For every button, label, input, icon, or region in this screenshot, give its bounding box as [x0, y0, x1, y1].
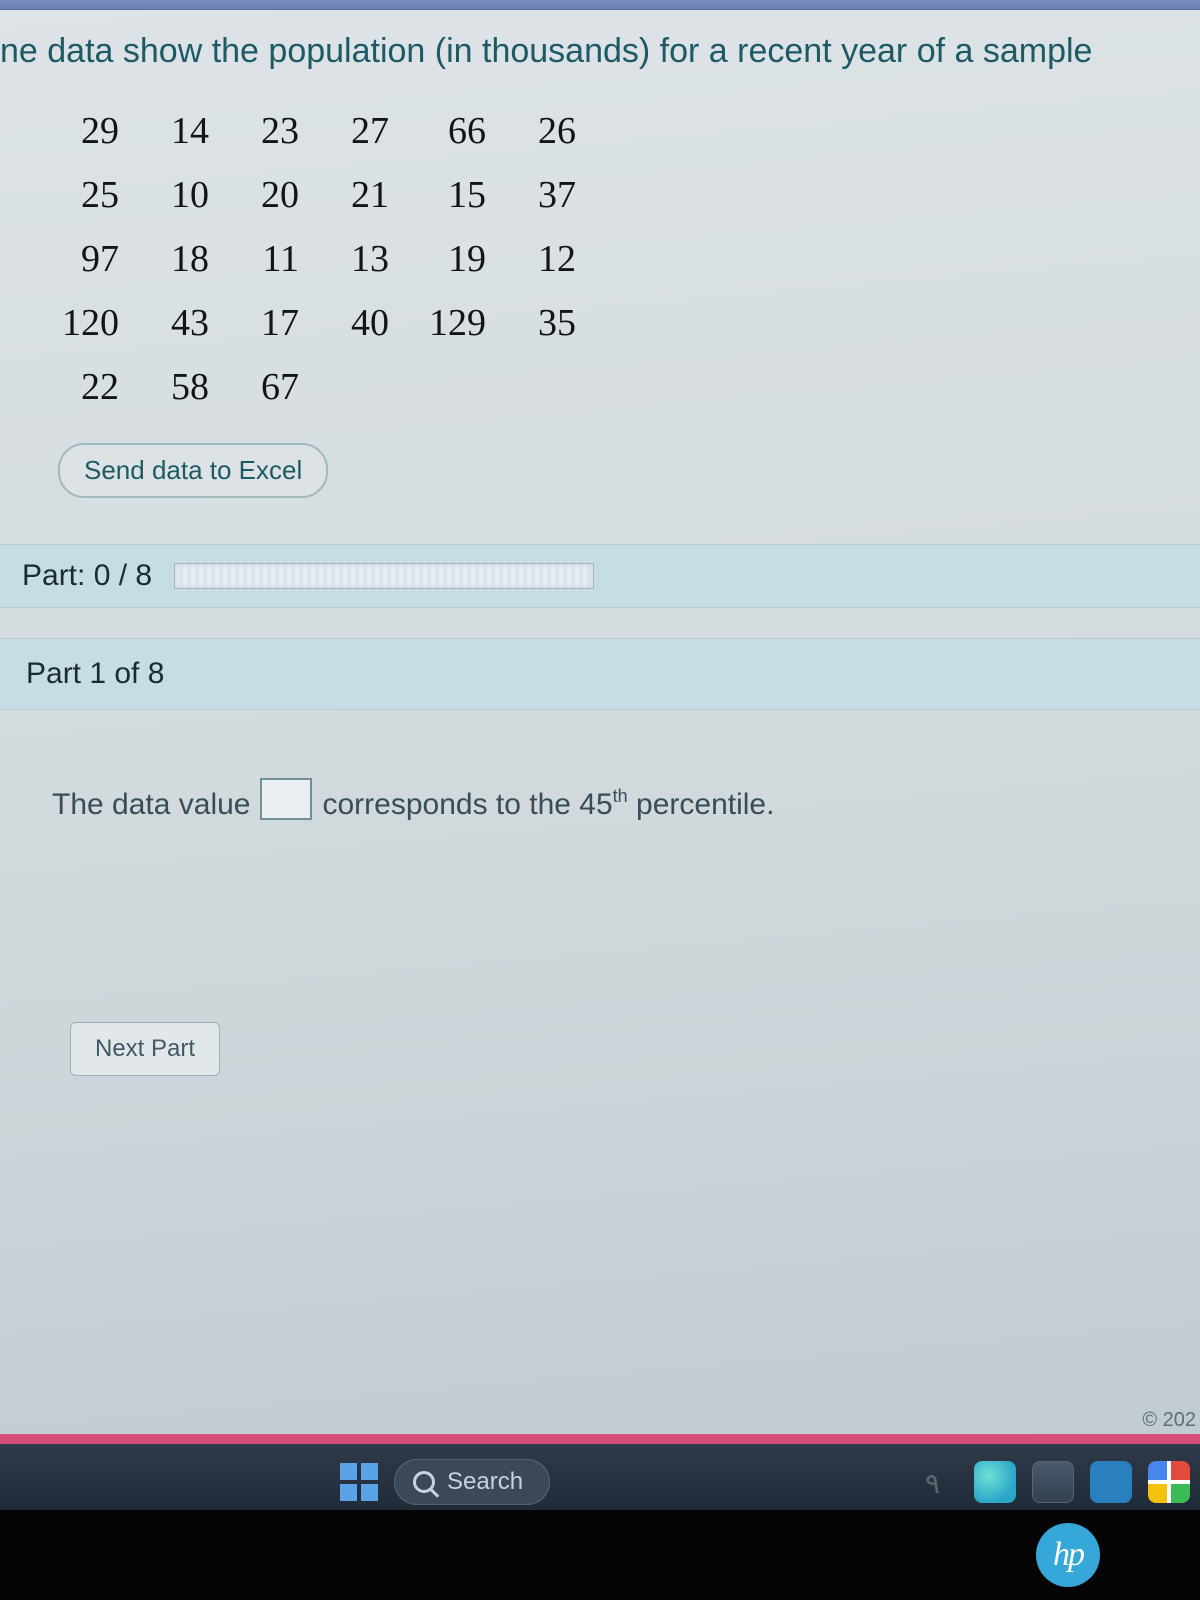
- table-cell: 120: [50, 291, 147, 355]
- table-cell: 129: [417, 291, 514, 355]
- table-cell: 35: [514, 291, 604, 355]
- progress-section: Part: 0 / 8: [0, 544, 1200, 608]
- hp-logo: hp: [1036, 1523, 1100, 1587]
- part-header: Part 1 of 8: [0, 638, 1200, 710]
- taskbar-msstore-icon[interactable]: [1148, 1461, 1190, 1503]
- windows-start-icon[interactable]: [340, 1463, 378, 1501]
- table-cell: 29: [50, 99, 147, 163]
- table-cell: [417, 355, 514, 419]
- search-placeholder: Search: [447, 1468, 523, 1496]
- data-table-wrap: 2914232766262510202115379718111319121204…: [0, 99, 1200, 498]
- footer-accent-bar: [0, 1434, 1200, 1444]
- table-cell: 13: [327, 227, 417, 291]
- question-text-post: percentile.: [636, 788, 774, 821]
- table-cell: 19: [417, 227, 514, 291]
- table-cell: 15: [417, 163, 514, 227]
- question-line: The data value corresponds to the 45th p…: [0, 710, 1200, 822]
- table-cell: 17: [237, 291, 327, 355]
- table-row: 971811131912: [50, 227, 604, 291]
- table-cell: 58: [147, 355, 237, 419]
- table-cell: 37: [514, 163, 604, 227]
- table-cell: 10: [147, 163, 237, 227]
- table-cell: 22: [50, 355, 147, 419]
- table-cell: 12: [514, 227, 604, 291]
- table-cell: 14: [147, 99, 237, 163]
- app-screen: ne data show the population (in thousand…: [0, 0, 1200, 1540]
- taskbar-bing-icon[interactable]: [974, 1461, 1016, 1503]
- question-prompt: ne data show the population (in thousand…: [0, 10, 1200, 99]
- progress-bar: [174, 563, 594, 589]
- table-row: 225867: [50, 355, 604, 419]
- ghost-glyph: ٩: [925, 1467, 940, 1500]
- table-cell: 40: [327, 291, 417, 355]
- windows-taskbar[interactable]: Search: [0, 1444, 1200, 1520]
- taskbar-search[interactable]: Search: [394, 1459, 550, 1505]
- table-cell: 27: [327, 99, 417, 163]
- data-table: 2914232766262510202115379718111319121204…: [50, 99, 604, 419]
- search-icon: [413, 1471, 435, 1493]
- table-cell: 66: [417, 99, 514, 163]
- ordinal-suffix: th: [613, 786, 628, 806]
- taskbar-taskview-icon[interactable]: [1032, 1461, 1074, 1503]
- table-row: 251020211537: [50, 163, 604, 227]
- answer-input[interactable]: [260, 778, 312, 820]
- table-cell: 43: [147, 291, 237, 355]
- window-chrome-strip: [0, 0, 1200, 10]
- table-cell: 20: [237, 163, 327, 227]
- question-text-pre: The data value: [52, 788, 250, 822]
- table-cell: [327, 355, 417, 419]
- table-cell: 18: [147, 227, 237, 291]
- table-cell: 67: [237, 355, 327, 419]
- progress-label: Part: 0 / 8: [22, 559, 152, 593]
- table-cell: 26: [514, 99, 604, 163]
- table-cell: [514, 355, 604, 419]
- table-cell: 25: [50, 163, 147, 227]
- table-row: 12043174012935: [50, 291, 604, 355]
- table-cell: 23: [237, 99, 327, 163]
- table-cell: 97: [50, 227, 147, 291]
- copyright-text: © 202: [1142, 1409, 1196, 1432]
- table-cell: 21: [327, 163, 417, 227]
- next-part-button[interactable]: Next Part: [70, 1022, 220, 1076]
- monitor-bezel: hp: [0, 1510, 1200, 1600]
- send-data-to-excel-button[interactable]: Send data to Excel: [58, 443, 328, 498]
- taskbar-app-icon[interactable]: [1090, 1461, 1132, 1503]
- table-row: 291423276626: [50, 99, 604, 163]
- question-text-mid: corresponds to the 45th percentile.: [322, 788, 774, 822]
- table-cell: 11: [237, 227, 327, 291]
- question-mid-value: corresponds to the 45: [322, 788, 612, 821]
